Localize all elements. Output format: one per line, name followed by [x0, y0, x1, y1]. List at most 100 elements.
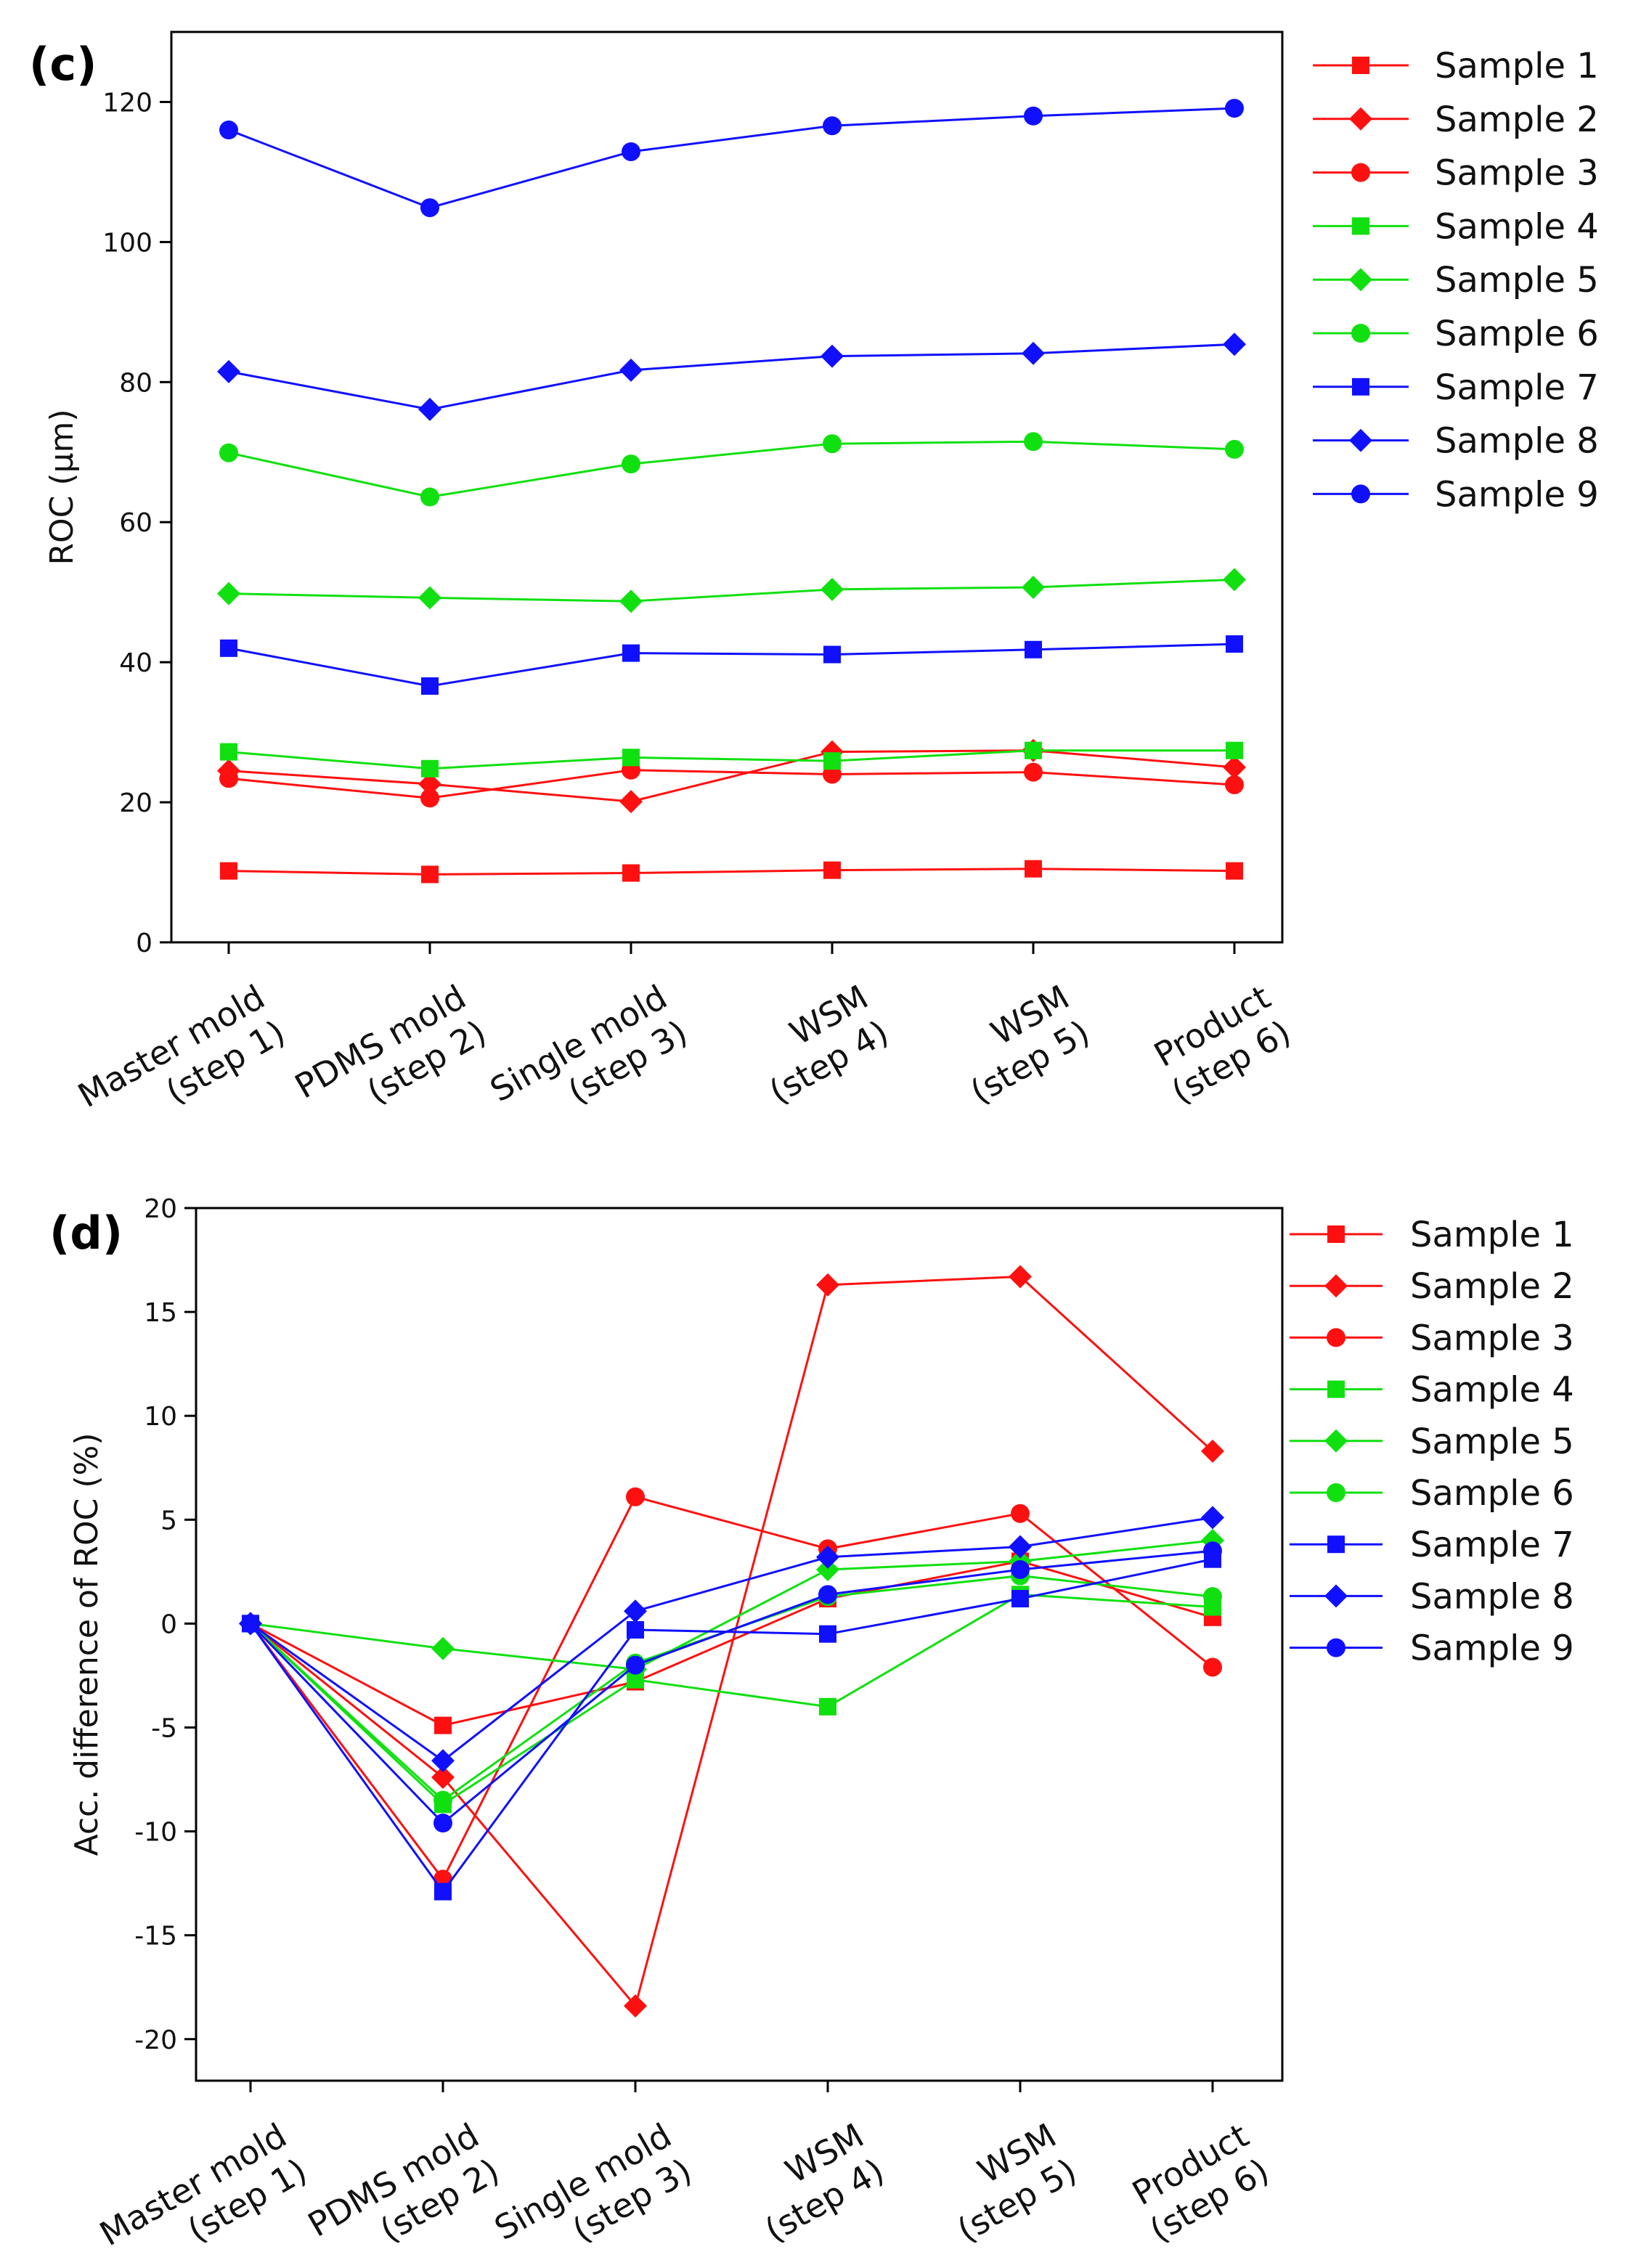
panel-c-data-point	[820, 344, 844, 368]
panel-c-data-point	[1225, 775, 1244, 794]
panel-c-data-point	[1022, 575, 1045, 599]
panel-c-y-tick-label: 0	[136, 929, 152, 958]
panel-c-data-point	[1024, 432, 1043, 452]
panel-d-series-line	[250, 1516, 1213, 1763]
panel-c-x-tick-label: Product(step 6)	[1144, 977, 1297, 1111]
panel-c-series-line	[228, 343, 1235, 411]
panel-d-y-tick-label: -5	[151, 1713, 177, 1743]
panel-c-legend-item: Sample 7	[1313, 367, 1599, 408]
panel-c-data-point	[219, 769, 238, 788]
panel-c-legend-marker	[1349, 428, 1372, 452]
panel-c-data-point	[823, 752, 841, 770]
panel-c-y-axis-title: ROC (μm)	[44, 409, 81, 565]
panel-c-x-tick-label: WSM(step 5)	[943, 977, 1096, 1111]
panel-d-legend-label: Sample 1	[1410, 1215, 1574, 1255]
panel-c-series-9	[219, 99, 1244, 218]
panel-c-legend-label: Sample 2	[1435, 99, 1599, 140]
panel-c-data-point	[421, 865, 439, 884]
panel-c-data-point	[1024, 106, 1043, 126]
panel-d-series-7	[242, 1550, 1221, 1901]
panel-d-legend-label: Sample 4	[1410, 1370, 1574, 1411]
panel-d-data-point	[434, 1882, 452, 1901]
panel-d-legend-item: Sample 9	[1290, 1628, 1574, 1669]
panel-c-data-point	[823, 434, 842, 454]
panel-c-data-point	[220, 862, 237, 880]
panel-c-legend-label: Sample 7	[1435, 367, 1599, 408]
panel-c-legend-item: Sample 2	[1313, 99, 1599, 140]
panel-d-data-point	[1203, 1587, 1222, 1607]
panel-d-legend-marker	[1327, 1328, 1345, 1347]
panel-d-chart: (d) -20 -15 -10 -5 0 5 10 15 20 Acc. difference of…	[49, 1194, 1574, 2268]
panel-c-data-point	[1025, 860, 1042, 878]
panel-c-legend-label: Sample 5	[1435, 260, 1599, 301]
panel-c-legend-label: Sample 8	[1435, 421, 1599, 462]
panel-d-data-point	[1009, 1535, 1032, 1559]
panel-d-y-axis-title: Acc. difference of ROC (%)	[68, 1433, 105, 1856]
panel-c-data-point	[1225, 439, 1244, 459]
panel-c-data-point	[1223, 755, 1246, 779]
panel-c-data-point	[1025, 640, 1042, 658]
panel-c-chart: (c) 0 20 40 60 80 100 120 ROC (μm) Master mold(st…	[29, 30, 1599, 1145]
panel-c-data-point	[421, 759, 439, 778]
panel-d-data-point	[433, 1814, 452, 1833]
panel-c-data-point	[1226, 741, 1243, 759]
panel-d-legend-label: Sample 2	[1410, 1266, 1574, 1307]
panel-d-x-tick-label: Single mold(step 3)	[488, 2116, 699, 2268]
panel-c-x-tick-label: Single mold(step 3)	[484, 977, 694, 1145]
panel-c-data-point	[823, 861, 841, 879]
panel-c-series-line	[228, 868, 1235, 876]
panel-c-data-point	[619, 590, 643, 613]
panel-d-data-point	[819, 1625, 836, 1643]
panel-d-plot-frame	[195, 1207, 1284, 2082]
panel-d-y-tick-label: 0	[160, 1610, 177, 1639]
panel-d-data-point	[433, 1790, 452, 1810]
panel-c-data-point	[823, 645, 841, 664]
panel-d-series-line	[250, 1275, 1214, 2009]
panel-c-data-point	[220, 743, 237, 761]
panel-c-series-line	[228, 107, 1235, 209]
panel-d-legend-marker	[1327, 1535, 1345, 1554]
panel-c-legend-marker	[1351, 163, 1370, 182]
panel-d-legend-label: Sample 5	[1410, 1421, 1574, 1462]
panel-d-y-tick-label: -15	[134, 1922, 177, 1951]
panel-c-data-point	[820, 577, 844, 601]
panel-c-x-tick-label: PDMS mold(step 2)	[288, 977, 493, 1141]
panel-d-legend-label: Sample 8	[1410, 1576, 1574, 1617]
panel-c-data-point	[619, 358, 643, 382]
panel-c-data-point	[1225, 99, 1244, 118]
panel-d-series-line	[249, 1496, 1213, 1882]
panel-d-data-point	[818, 1585, 837, 1604]
panel-d-y-tick-label: -20	[134, 2026, 177, 2055]
panel-c-panel-label: (c)	[29, 38, 97, 91]
panel-d-series-9	[241, 1541, 1222, 1833]
panel-c-series-line	[228, 749, 1234, 770]
panel-d-data-point	[1201, 1439, 1224, 1463]
panel-c-data-point	[1226, 862, 1243, 880]
panel-c-legend-marker	[1349, 107, 1372, 131]
panel-d-legend-marker	[1327, 1225, 1345, 1243]
panel-d-legend-marker	[1327, 1483, 1345, 1502]
panel-c-legend-marker	[1352, 378, 1369, 396]
panel-c-legend-item: Sample 6	[1313, 314, 1599, 354]
panel-c-legend-label: Sample 1	[1435, 46, 1599, 86]
panel-c-legend-item: Sample 5	[1313, 260, 1599, 301]
panel-c-legend-label: Sample 6	[1435, 314, 1599, 354]
panel-c-data-point	[823, 116, 842, 136]
panel-c-series-6	[219, 432, 1244, 507]
panel-d-data-point	[1011, 1590, 1029, 1608]
panel-c-legend-item: Sample 8	[1313, 421, 1599, 462]
panel-c-series-line	[228, 769, 1235, 799]
panel-d-data-point	[816, 1545, 839, 1569]
panel-d-y-tick-label: 20	[144, 1194, 177, 1224]
panel-c-series-line	[228, 749, 1235, 803]
panel-c-data-point	[622, 748, 640, 767]
panel-c-y-tick-label: 20	[119, 788, 152, 818]
panel-d-series-line	[249, 1549, 1213, 1825]
panel-d-legend-item: Sample 7	[1290, 1525, 1574, 1565]
panel-c-y-tick-label: 60	[119, 508, 152, 538]
panel-d-legend-item: Sample 4	[1290, 1370, 1574, 1411]
panel-d-data-point	[431, 1749, 455, 1773]
panel-c-data-point	[217, 582, 240, 605]
panel-d-x-tick-label: PDMS mold(step 2)	[301, 2116, 506, 2268]
panel-c-data-point	[622, 454, 640, 474]
